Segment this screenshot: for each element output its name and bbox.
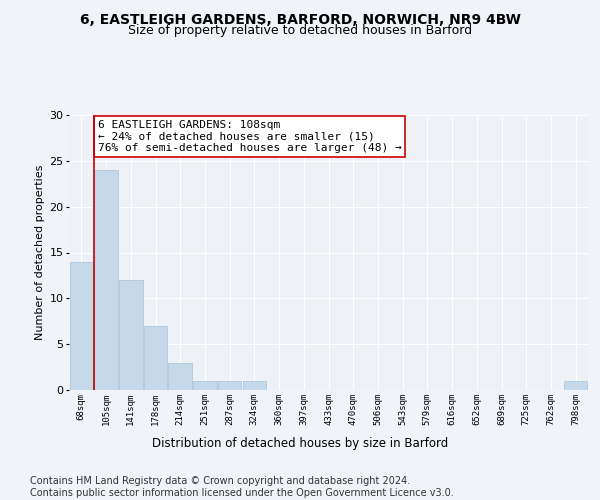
Bar bbox=[94, 170, 118, 390]
Text: Contains HM Land Registry data © Crown copyright and database right 2024.
Contai: Contains HM Land Registry data © Crown c… bbox=[30, 476, 454, 498]
Bar bbox=[242, 381, 266, 390]
Text: Size of property relative to detached houses in Barford: Size of property relative to detached ho… bbox=[128, 24, 472, 37]
Text: Distribution of detached houses by size in Barford: Distribution of detached houses by size … bbox=[152, 438, 448, 450]
Y-axis label: Number of detached properties: Number of detached properties bbox=[35, 165, 45, 340]
Bar bbox=[564, 381, 587, 390]
Text: 6 EASTLEIGH GARDENS: 108sqm
← 24% of detached houses are smaller (15)
76% of sem: 6 EASTLEIGH GARDENS: 108sqm ← 24% of det… bbox=[98, 120, 401, 153]
Bar bbox=[193, 381, 217, 390]
Bar bbox=[70, 262, 93, 390]
Bar bbox=[119, 280, 143, 390]
Text: 6, EASTLEIGH GARDENS, BARFORD, NORWICH, NR9 4BW: 6, EASTLEIGH GARDENS, BARFORD, NORWICH, … bbox=[80, 12, 520, 26]
Bar bbox=[169, 362, 192, 390]
Bar bbox=[144, 326, 167, 390]
Bar bbox=[218, 381, 241, 390]
